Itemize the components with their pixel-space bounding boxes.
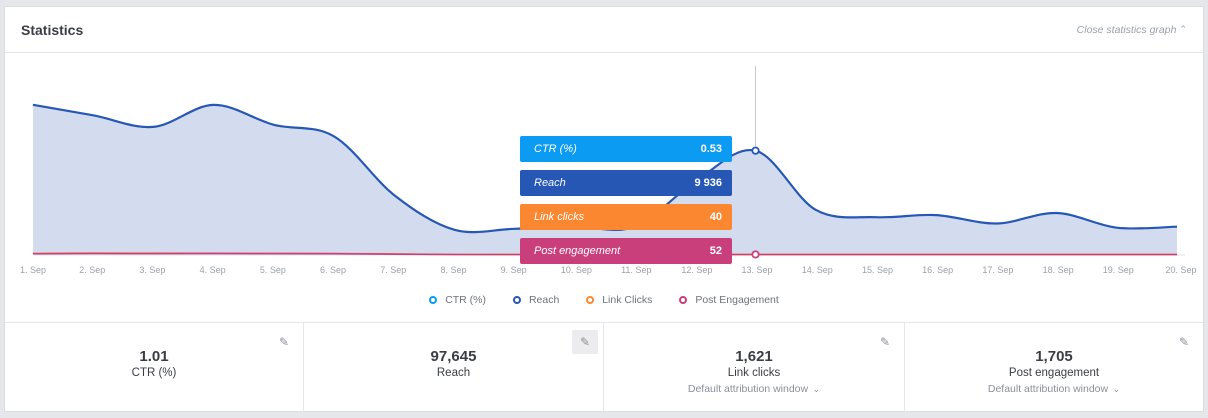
tooltip-label: CTR (%)	[534, 143, 577, 155]
x-tick-label: 19. Sep	[1103, 265, 1134, 275]
stat-value: 1,705	[1035, 348, 1073, 365]
legend-dot-icon	[512, 296, 521, 304]
stat-label: Post engagement	[1008, 367, 1100, 379]
x-tick-label: 17. Sep	[982, 265, 1013, 275]
x-tick-label: 1. Sep	[20, 265, 46, 275]
x-tick-label: 6. Sep	[320, 265, 346, 275]
stat-value: 1.01	[139, 348, 169, 365]
legend-dot-icon	[586, 296, 595, 304]
x-tick-label: 5. Sep	[260, 265, 286, 275]
legend-item-ctr[interactable]: CTR (%)	[429, 294, 486, 306]
stat-reach: 97,645 Reach ✎	[304, 323, 604, 413]
x-tick-label: 20. Sep	[1165, 265, 1196, 275]
close-statistics-graph-link[interactable]: Close statistics graph ⌃	[1077, 24, 1187, 36]
pencil-icon[interactable]: ✎	[879, 335, 891, 349]
tooltip-label: Reach	[534, 177, 566, 189]
card-title: Statistics	[21, 22, 84, 38]
hover-point-reach	[751, 146, 760, 155]
statistics-card: Statistics Close statistics graph ⌃ 1. Se…	[4, 6, 1204, 413]
attribution-window-label: Default attribution window	[687, 383, 809, 395]
tooltip-value: 52	[709, 245, 722, 257]
stat-ctr: 1.01 CTR (%) ✎	[5, 323, 304, 413]
stat-link-clicks: 1,621 Link clicks Default attribution wi…	[604, 323, 905, 413]
tooltip-label: Post engagement	[534, 245, 621, 257]
stat-post-engagement: 1,705 Post engagement Default attributio…	[905, 323, 1203, 413]
legend-label: Post Engagement	[695, 294, 779, 306]
tooltip-row-reach: Reach 9 936	[520, 170, 732, 196]
stat-label: Reach	[436, 367, 471, 379]
x-tick-label: 16. Sep	[922, 265, 953, 275]
tooltip-row-link-clicks: Link clicks 40	[520, 204, 732, 230]
legend-label: Reach	[528, 294, 560, 306]
legend-dot-icon	[679, 296, 688, 304]
pencil-icon[interactable]: ✎	[572, 330, 598, 354]
chevron-down-icon: ⌄	[1110, 384, 1121, 394]
chart-legend: CTR (%) Reach Link Clicks Post Engagemen…	[5, 294, 1203, 306]
chevron-down-icon: ⌄	[810, 384, 821, 394]
tooltip-value: 40	[709, 211, 722, 223]
legend-item-reach[interactable]: Reach	[512, 294, 560, 306]
x-tick-label: 14. Sep	[802, 265, 833, 275]
legend-item-post-engagement[interactable]: Post Engagement	[679, 294, 779, 306]
pencil-icon[interactable]: ✎	[278, 335, 290, 349]
x-tick-label: 12. Sep	[681, 265, 712, 275]
x-tick-label: 10. Sep	[561, 265, 592, 275]
chevron-up-icon: ⌃	[1179, 24, 1187, 34]
x-tick-label: 13. Sep	[742, 265, 773, 275]
statistics-chart[interactable]: 1. Sep 2. Sep 3. Sep 4. Sep 5. Sep 6. Sep 7. S…	[5, 54, 1203, 324]
x-tick-label: 18. Sep	[1043, 265, 1074, 275]
legend-label: CTR (%)	[445, 294, 487, 306]
tooltip-row-ctr: CTR (%) 0.53	[520, 136, 732, 162]
legend-dot-icon	[429, 296, 438, 304]
stat-value: 1,621	[735, 348, 773, 365]
close-statistics-graph-label: Close statistics graph	[1076, 24, 1177, 36]
x-tick-label: 9. Sep	[501, 265, 527, 275]
x-tick-label: 7. Sep	[380, 265, 406, 275]
legend-item-link-clicks[interactable]: Link Clicks	[586, 294, 652, 306]
stats-summary: 1.01 CTR (%) ✎ 97,645 Reach ✎ 1,621 Link…	[5, 322, 1203, 413]
x-tick-label: 3. Sep	[139, 265, 165, 275]
hover-point-post-engagement	[751, 250, 760, 259]
tooltip-value: 9 936	[694, 177, 722, 189]
x-tick-label: 11. Sep	[621, 265, 651, 275]
x-tick-label: 15. Sep	[862, 265, 893, 275]
x-tick-label: 4. Sep	[200, 265, 226, 275]
stat-label: Link clicks	[727, 367, 781, 379]
legend-label: Link Clicks	[602, 294, 653, 306]
tooltip-value: 0.53	[700, 143, 722, 155]
attribution-window-label: Default attribution window	[987, 383, 1109, 395]
attribution-window-dropdown[interactable]: Default attribution window ⌄	[604, 383, 904, 395]
card-header: Statistics Close statistics graph ⌃	[5, 7, 1203, 53]
pencil-icon[interactable]: ✎	[1178, 335, 1190, 349]
stat-value: 97,645	[430, 348, 477, 365]
tooltip-row-post-engagement: Post engagement 52	[520, 238, 732, 264]
stat-label: CTR (%)	[131, 367, 177, 379]
x-tick-label: 8. Sep	[440, 265, 466, 275]
tooltip-label: Link clicks	[534, 211, 585, 223]
x-tick-label: 2. Sep	[79, 265, 105, 275]
attribution-window-dropdown[interactable]: Default attribution window ⌄	[905, 383, 1203, 395]
